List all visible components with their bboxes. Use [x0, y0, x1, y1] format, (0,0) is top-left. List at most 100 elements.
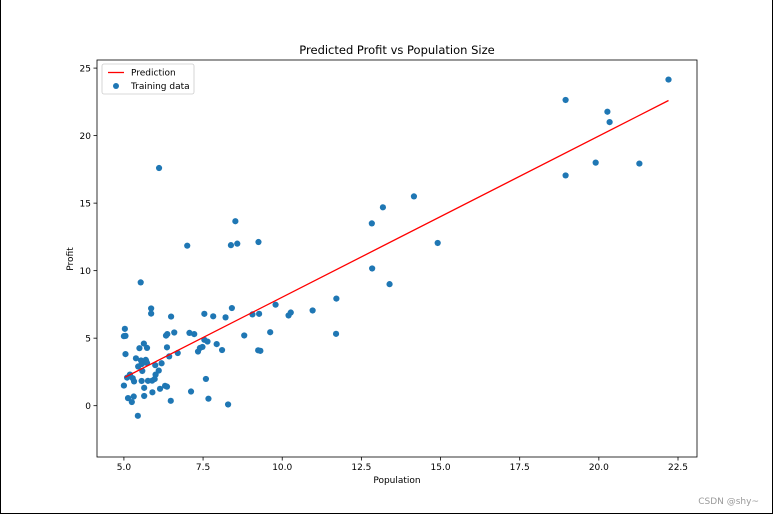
training-data-point [155, 164, 163, 172]
x-tick-label: 7.5 [196, 463, 210, 473]
training-data-point [241, 332, 248, 339]
training-data-point [128, 398, 135, 406]
training-data-point [149, 389, 156, 396]
training-data-point [379, 204, 387, 211]
training-data-point [562, 96, 569, 104]
training-data-point [162, 332, 170, 339]
training-data-point [148, 305, 155, 312]
training-data-point [255, 238, 262, 246]
y-tick-label: 15 [80, 199, 91, 209]
legend-prediction-label: Prediction [131, 69, 176, 79]
training-data-point [141, 392, 148, 400]
training-data-point [134, 412, 141, 419]
training-data-point [171, 329, 178, 336]
training-data-point [227, 242, 235, 249]
training-data-point [592, 159, 599, 166]
training-data-point [205, 395, 212, 402]
training-data-point [148, 310, 155, 317]
training-data-point [309, 307, 316, 314]
x-tick-label: 22.5 [668, 463, 688, 473]
legend: Prediction Training data [101, 63, 195, 95]
training-data-point [224, 401, 232, 408]
training-data-point [228, 304, 235, 312]
training-data-point [272, 301, 279, 308]
training-data-point [120, 382, 128, 389]
training-data-point [120, 333, 128, 340]
x-tick-label: 17.5 [510, 463, 530, 473]
x-tick-label: 5.0 [117, 463, 132, 473]
training-data-point [202, 375, 210, 383]
training-data-point [186, 329, 193, 337]
training-data-point [210, 313, 217, 320]
training-data-point [156, 385, 164, 392]
y-tick-label: 20 [80, 132, 92, 142]
training-data-point [122, 351, 129, 358]
training-data-point [604, 108, 611, 115]
legend-training-label: Training data [130, 82, 190, 92]
training-data-point [369, 265, 376, 272]
prediction-line [124, 99, 669, 378]
x-tick-label: 10.0 [272, 463, 292, 473]
training-data-point [143, 344, 151, 351]
training-data-point [140, 340, 147, 347]
training-data-point [151, 375, 158, 383]
training-data-point [332, 330, 340, 337]
training-data-point [232, 218, 239, 225]
training-data-point [144, 377, 152, 384]
x-tick-label: 20.0 [589, 463, 609, 473]
training-data-point [142, 359, 150, 366]
plot-area: 5.0 7.5 10.0 12.5 15.0 17.5 20.0 22.5 0 5 10 15 20 25 [80, 59, 698, 473]
training-data-point [158, 360, 165, 367]
training-data-point [138, 377, 145, 385]
training-data-point [135, 363, 142, 370]
y-tick-label: 25 [80, 64, 91, 74]
training-data-point [201, 310, 208, 317]
training-data-point [434, 239, 441, 247]
training-data-point [562, 172, 569, 179]
training-data-point [137, 279, 144, 286]
training-data-point [163, 344, 171, 351]
training-data-point [137, 357, 145, 364]
training-data-point [218, 346, 226, 354]
training-data-point [124, 395, 132, 402]
x-axis-title: Population [373, 476, 420, 486]
training-data-point [163, 383, 171, 390]
watermark: CSDN @shy~ [698, 497, 759, 507]
y-tick-label: 5 [85, 334, 91, 344]
training-data-point [234, 240, 241, 247]
training-data-point [333, 295, 340, 302]
y-tick-label: 10 [80, 267, 92, 277]
training-data-point [141, 384, 148, 391]
training-data-point [636, 160, 643, 167]
training-data-point [132, 355, 140, 362]
training-data-point [187, 388, 195, 395]
y-axis-title: Profit [66, 247, 76, 271]
training-data-point [167, 397, 174, 404]
x-tick-label: 12.5 [351, 463, 371, 473]
training-data-point [130, 393, 137, 400]
training-data-point [167, 313, 175, 320]
legend-box [101, 63, 195, 95]
chart-title: Predicted Profit vs Population Size [299, 43, 494, 57]
training-data-point [196, 344, 204, 352]
legend-training-swatch [113, 83, 119, 89]
training-data-point [256, 310, 263, 317]
training-data-point [222, 314, 229, 321]
training-data-point [287, 309, 294, 316]
training-data-point [136, 345, 143, 352]
training-data-point [191, 331, 198, 338]
training-data-point [152, 362, 159, 369]
x-tick-label: 15.0 [431, 463, 451, 473]
training-data-point [410, 193, 418, 200]
y-tick-label: 0 [85, 402, 91, 412]
training-data-point [386, 281, 393, 288]
training-data-point [184, 242, 191, 249]
training-data-point [121, 325, 128, 332]
training-data-point [267, 329, 274, 336]
training-data-point [155, 367, 162, 374]
training-data-point [204, 338, 211, 345]
training-data-point [257, 347, 264, 354]
training-data-point [606, 119, 613, 126]
training-data-point [368, 220, 375, 227]
